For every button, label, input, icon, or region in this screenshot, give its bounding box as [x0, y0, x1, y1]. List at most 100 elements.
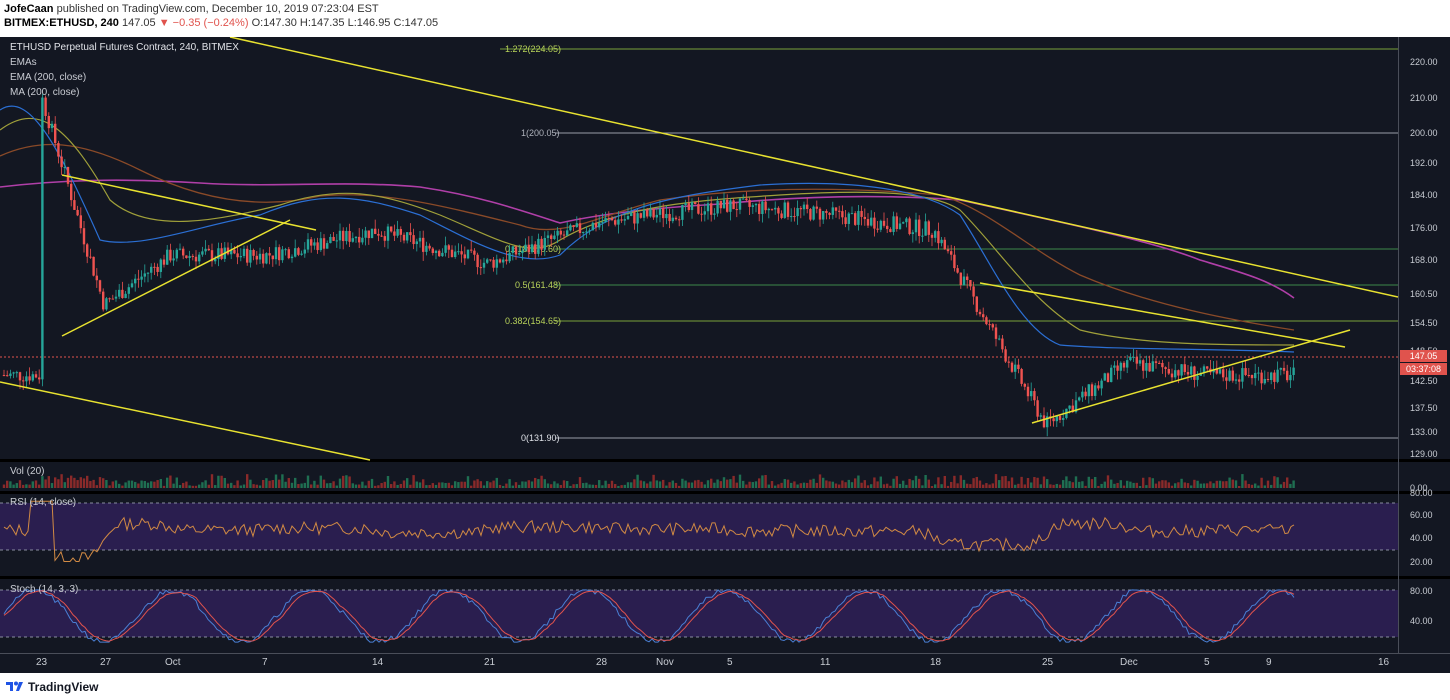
- pane-separator[interactable]: [0, 491, 1450, 494]
- symbol-name: BITMEX:ETHUSD, 240: [4, 17, 119, 29]
- volume-bar: [1132, 482, 1135, 488]
- time-tick: 11: [820, 657, 831, 668]
- volume-bar: [1094, 476, 1097, 488]
- candle-body: [988, 324, 991, 326]
- candle-body: [1241, 368, 1244, 382]
- candle-body: [1129, 356, 1132, 361]
- rsi-legend[interactable]: RSI (14, close): [10, 497, 77, 508]
- candle-body: [1276, 369, 1279, 382]
- candle-body: [1183, 364, 1186, 372]
- chart-area[interactable]: [0, 37, 1450, 673]
- volume-bar: [991, 483, 994, 488]
- candle-body: [786, 202, 790, 217]
- volume-bar: [223, 477, 226, 488]
- candle-body: [1180, 364, 1183, 376]
- candle-body: [774, 207, 777, 210]
- volume-bar: [572, 484, 575, 488]
- trendline-triangle-lower[interactable]: [1031, 329, 1351, 424]
- symbol-line: BITMEX:ETHUSD, 240 147.05 ▼ −0.35 (−0.24…: [4, 17, 438, 29]
- volume-bar: [1126, 480, 1129, 488]
- volume-bar: [793, 481, 796, 488]
- candles-group[interactable]: [2, 93, 1295, 437]
- trendline-major-descending[interactable]: [229, 37, 1399, 298]
- candle-body: [1202, 366, 1206, 373]
- candle-body: [287, 249, 290, 259]
- volume-bar: [367, 480, 370, 488]
- volume-bar: [1292, 480, 1295, 488]
- candle-body: [249, 250, 252, 263]
- volume-bar: [594, 484, 598, 488]
- candle-body: [594, 222, 598, 228]
- trendline-lower-descending[interactable]: [0, 381, 371, 461]
- candle-body: [44, 97, 47, 116]
- candle-body: [639, 213, 642, 218]
- pane-separator[interactable]: [0, 576, 1450, 579]
- fib-label-0382: 0.382(154.65): [505, 316, 561, 326]
- volume-bar: [498, 484, 502, 488]
- tradingview-logo-icon[interactable]: [6, 679, 24, 693]
- volume-bar: [44, 479, 47, 488]
- candle-body: [697, 204, 700, 214]
- volume-bar: [25, 484, 28, 488]
- volume-bar: [111, 481, 114, 488]
- volume-bar: [258, 485, 262, 488]
- volume-bar: [559, 484, 562, 488]
- volume-bar: [431, 483, 434, 488]
- fib-label-1: 1(200.05): [521, 128, 560, 138]
- candle-body: [9, 373, 12, 376]
- pane-separator[interactable]: [0, 459, 1450, 462]
- candle-body: [358, 236, 361, 243]
- candle-body: [1279, 367, 1282, 370]
- volume-bar: [873, 477, 876, 488]
- tradingview-brand[interactable]: TradingView: [28, 680, 99, 694]
- candle-body: [438, 250, 441, 257]
- volume-bar: [332, 481, 335, 488]
- volume-bar: [463, 481, 466, 488]
- candle-body: [742, 198, 745, 200]
- volume-bar: [1103, 481, 1106, 488]
- candle-body: [857, 210, 860, 225]
- volume-bar: [338, 478, 342, 488]
- candle-body: [1286, 370, 1289, 381]
- volume-bar: [918, 478, 921, 488]
- legend-emas[interactable]: EMAs: [10, 57, 37, 68]
- trendline-triangle-upper[interactable]: [979, 282, 1346, 348]
- candle-body: [342, 230, 345, 242]
- trendline-september-support[interactable]: [61, 219, 291, 337]
- candle-body: [12, 372, 15, 374]
- trendline-september-resistance[interactable]: [61, 174, 317, 231]
- volume-bar: [633, 479, 636, 488]
- volume-bar: [511, 485, 514, 488]
- volume-bar: [623, 484, 626, 488]
- candle-body: [447, 245, 450, 250]
- candle-body: [1158, 362, 1161, 364]
- volume-bar: [886, 483, 889, 488]
- publisher-name[interactable]: JofeCaan: [4, 3, 54, 15]
- volume-bar: [1174, 483, 1177, 488]
- candle-body: [217, 248, 220, 259]
- candle-body: [345, 230, 348, 242]
- candle-body: [169, 249, 172, 261]
- volume-bar: [380, 483, 383, 488]
- price-chart[interactable]: 1.272(224.05) 1(200.05) 0.618(170.60) 0.…: [0, 37, 1450, 653]
- time-axis[interactable]: [0, 653, 1450, 674]
- volume-bar: [850, 482, 854, 488]
- countdown-badge: 03:37:08: [1400, 363, 1447, 375]
- volume-bar: [12, 484, 15, 488]
- volume-bar: [1202, 483, 1206, 488]
- volume-bar: [207, 484, 210, 488]
- volume-bar: [703, 484, 706, 488]
- candle-body: [434, 250, 438, 253]
- candle-body: [1231, 370, 1234, 381]
- time-tick: 5: [1204, 657, 1210, 668]
- volume-bar: [425, 485, 428, 488]
- volume-bar: [927, 479, 930, 488]
- candle-body: [687, 203, 690, 211]
- candle-body: [607, 217, 610, 219]
- legend-ma200[interactable]: MA (200, close): [10, 87, 80, 98]
- stoch-legend[interactable]: Stoch (14, 3, 3): [10, 584, 79, 595]
- candle-body: [588, 230, 591, 232]
- candle-body: [729, 200, 732, 212]
- volume-legend[interactable]: Vol (20): [10, 466, 45, 477]
- legend-ema200[interactable]: EMA (200, close): [10, 72, 87, 83]
